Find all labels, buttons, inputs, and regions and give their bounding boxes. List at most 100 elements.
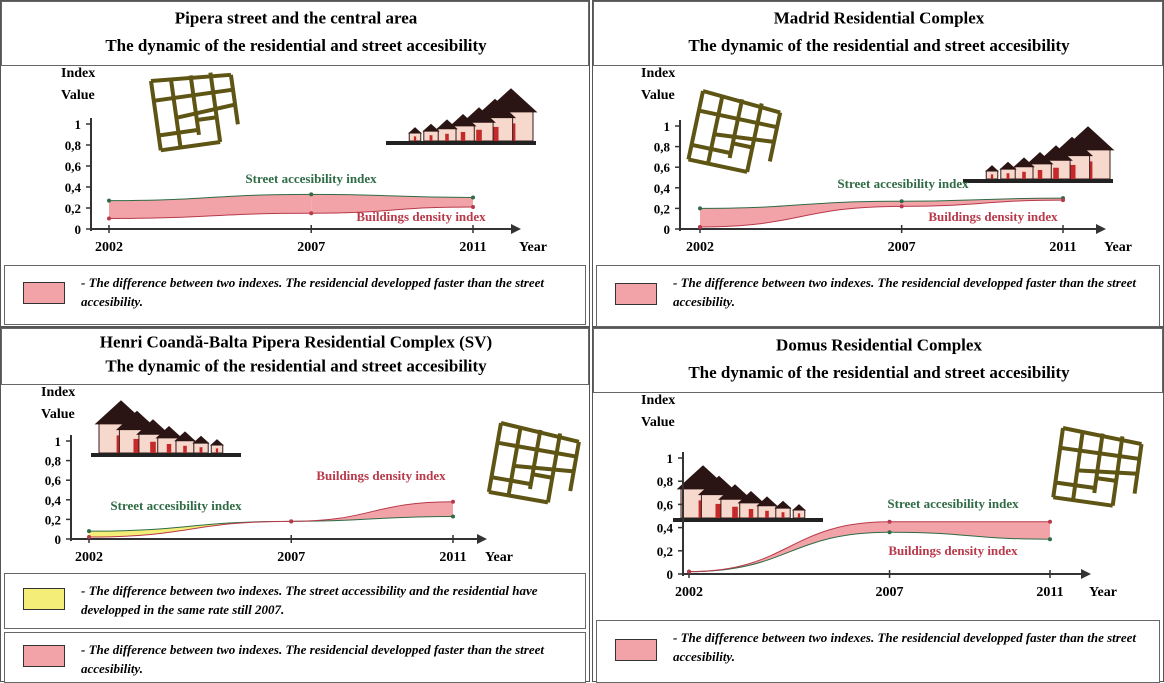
house-roof: [155, 425, 183, 439]
house-roof: [174, 431, 196, 442]
x-tick-label: 2007: [888, 240, 916, 255]
x-axis-arrow: [477, 534, 487, 544]
data-point: [887, 519, 892, 524]
street: [698, 108, 758, 125]
house-door: [1006, 173, 1010, 179]
street: [1071, 430, 1085, 501]
x-tick-label: 2011: [459, 240, 486, 255]
street: [1062, 426, 1142, 447]
house-roof: [737, 490, 765, 504]
data-point: [698, 224, 702, 229]
series-label: Buildings density index: [928, 209, 1058, 224]
data-point: [87, 529, 91, 534]
note-swatch: [23, 282, 65, 304]
y-tick-label: 1: [664, 119, 671, 134]
street: [228, 74, 240, 125]
house-roof: [1039, 145, 1073, 161]
series-label: Street accesibility index: [837, 176, 969, 191]
house-roof: [774, 500, 792, 509]
house-icon: [792, 504, 806, 519]
series-line: [688, 531, 1051, 573]
chart-title: Domus Residential Complex: [776, 335, 982, 354]
y-axis-label: Index Value: [41, 385, 76, 423]
street: [488, 489, 549, 505]
house-ground: [91, 453, 241, 457]
series-label: Street accesibility index: [887, 496, 1019, 511]
x-tick-label: 2007: [297, 240, 325, 255]
x-tick-label: 2007: [876, 585, 904, 600]
data-point: [899, 199, 904, 204]
y-tick-label: 0,4: [65, 180, 82, 195]
house-door: [781, 512, 785, 518]
street: [506, 426, 523, 496]
house-icon: [408, 127, 422, 142]
y-tick-label: 0,8: [657, 474, 674, 489]
difference-area: [109, 194, 312, 219]
note-text: - The difference between two indexes. Th…: [81, 275, 544, 309]
street: [528, 429, 543, 490]
street: [1052, 495, 1113, 508]
x-tick-label: 2002: [675, 585, 703, 600]
house-roof: [462, 107, 496, 123]
y-tick-label: 0,8: [45, 454, 62, 469]
x-axis-label: Year: [1089, 585, 1117, 600]
street: [1096, 476, 1117, 483]
street: [1092, 433, 1105, 494]
street: [497, 440, 557, 456]
y-axis-label: Index Value: [61, 66, 96, 104]
difference-area: [689, 521, 890, 572]
y-tick-label: 0,2: [65, 201, 81, 216]
house-ground: [963, 179, 1113, 183]
street: [686, 90, 705, 160]
data-point: [471, 195, 475, 200]
y-axis-label: Index Value: [641, 393, 676, 431]
difference-area: [700, 201, 902, 227]
house-door: [445, 133, 449, 141]
difference-area: [901, 198, 1063, 207]
title-box: [593, 328, 1163, 393]
chart-title: Henri Coandă-Balta Pipera Residential Co…: [100, 333, 492, 352]
series-line: [688, 521, 1050, 573]
house-roof: [422, 123, 440, 132]
street: [1132, 443, 1144, 494]
house-door: [476, 129, 482, 141]
x-tick-label: 2011: [1036, 585, 1063, 600]
street: [688, 157, 748, 174]
data-point: [289, 519, 294, 524]
note-box: - The difference between two indexes. Th…: [596, 265, 1160, 327]
street: [767, 112, 783, 162]
house-door: [732, 506, 738, 518]
chart-title: Pipera street and the central area: [175, 8, 418, 27]
house-door: [1022, 171, 1026, 179]
y-tick-label: 0: [664, 222, 671, 237]
street: [196, 115, 217, 122]
data-point: [451, 499, 455, 504]
street: [491, 475, 532, 487]
x-tick-label: 2007: [277, 550, 305, 565]
y-tick-label: 0: [55, 532, 62, 547]
street-map-icon: [486, 421, 581, 505]
note-swatch: [615, 283, 657, 305]
street: [713, 132, 775, 144]
chart-subtitle: The dynamic of the residential and stree…: [105, 36, 487, 55]
data-point: [107, 216, 111, 221]
note-text: - The difference between two indexes. Th…: [673, 630, 1136, 664]
house-icon: [192, 435, 210, 454]
house-door: [797, 513, 801, 518]
house-icon: [210, 439, 224, 454]
house-door: [133, 438, 141, 453]
house-icon: [774, 500, 792, 519]
house-roof: [756, 496, 778, 507]
street: [568, 441, 581, 492]
y-tick-label: 0: [667, 567, 674, 582]
note-swatch: [615, 638, 657, 661]
series-label: Street accesibility index: [245, 171, 377, 186]
y-tick-label: 0,6: [657, 497, 674, 512]
series-label: Buildings density index: [888, 543, 1018, 558]
house-door: [460, 131, 466, 141]
house-roof: [449, 113, 477, 127]
title-box: [1, 1, 589, 66]
data-point: [309, 211, 314, 216]
data-point: [1061, 198, 1065, 203]
x-tick-label: 2002: [75, 550, 103, 565]
